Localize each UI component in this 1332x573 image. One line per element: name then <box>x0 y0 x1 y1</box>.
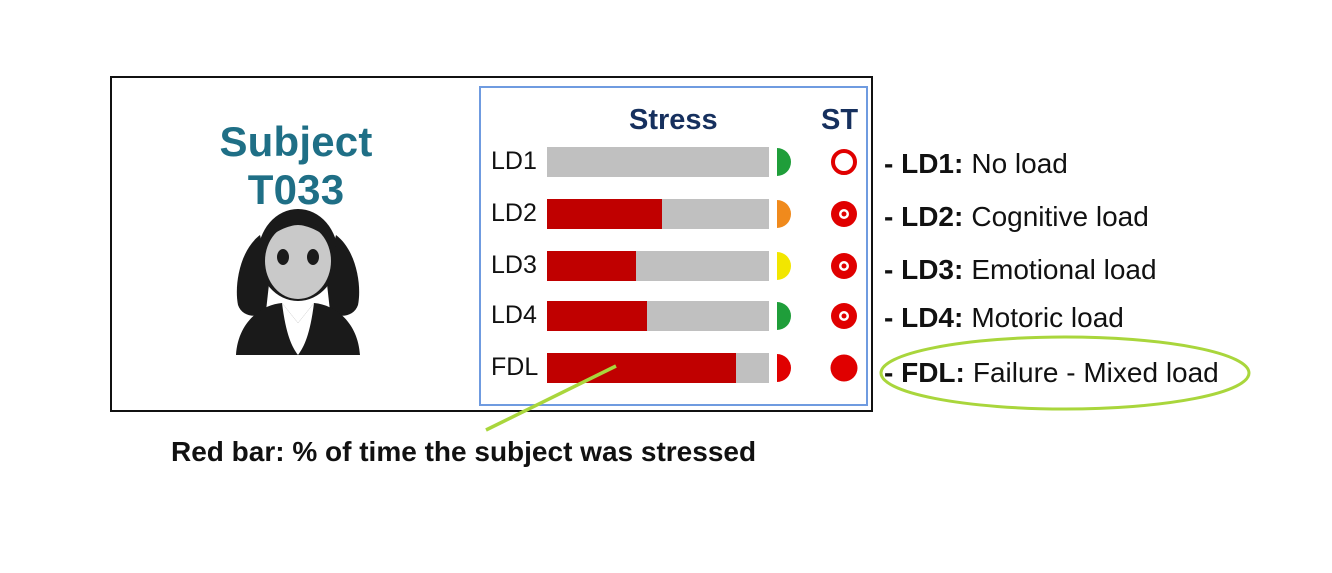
row-label: LD3 <box>491 251 537 279</box>
stress-row-ld4: LD4 <box>481 298 866 332</box>
legend-prefix: - <box>884 357 902 388</box>
legend-item-fdl: - FDL: Failure - Mixed load <box>884 357 1219 389</box>
stress-bar-track <box>547 301 769 331</box>
st-status-icon <box>831 149 857 175</box>
legend-prefix: - <box>884 148 902 179</box>
row-label: LD2 <box>491 199 537 227</box>
legend-key-label: LD4: <box>901 302 964 333</box>
subject-title: Subject T033 <box>219 118 373 213</box>
stress-bar-track <box>547 251 769 281</box>
st-status-icon <box>831 303 857 329</box>
legend-description: Motoric load <box>971 302 1124 333</box>
legend-key: - LD3: <box>884 254 963 285</box>
half-circle-indicator-icon <box>777 148 791 176</box>
legend-description: No load <box>971 148 1068 179</box>
stress-bar-fill <box>547 301 647 331</box>
legend-prefix: - <box>884 201 902 232</box>
stress-bar-track <box>547 147 769 177</box>
stress-panel: Stress ST LD1 LD2 LD3 LD4 FDL <box>479 86 868 406</box>
legend-prefix: - <box>884 254 902 285</box>
row-label: LD1 <box>491 147 537 175</box>
row-label: LD4 <box>491 301 537 329</box>
red-bar-caption: Red bar: % of time the subject was stres… <box>171 436 757 467</box>
stress-column-header: Stress <box>629 104 718 136</box>
stress-bar-fill <box>547 251 636 281</box>
legend-key: - FDL: <box>884 357 965 388</box>
row-label: FDL <box>491 353 539 381</box>
stress-bar-track <box>547 199 769 229</box>
legend-prefix: - <box>884 302 902 333</box>
load-legend: - LD1: No load - LD2: Cognitive load - LD3: E… <box>884 0 1324 420</box>
half-circle-indicator-icon <box>777 354 791 382</box>
subject-avatar-icon <box>236 209 360 355</box>
legend-item-ld2: - LD2: Cognitive load <box>884 201 1149 233</box>
half-circle-indicator-icon <box>777 302 791 330</box>
legend-key-label: LD1: <box>901 148 964 179</box>
legend-key: - LD2: <box>884 201 963 232</box>
st-status-icon <box>831 253 857 279</box>
legend-key-label: LD3: <box>901 254 964 285</box>
legend-description: Cognitive load <box>971 201 1149 232</box>
stress-bar-track <box>547 353 769 383</box>
stress-bar-fill <box>547 199 663 229</box>
legend-description: Failure - Mixed load <box>972 357 1219 388</box>
stress-row-ld3: LD3 <box>481 248 866 282</box>
half-circle-indicator-icon <box>777 200 791 228</box>
legend-description: Emotional load <box>971 254 1157 285</box>
legend-item-ld1: - LD1: No load <box>884 148 1068 180</box>
legend-item-ld4: - LD4: Motoric load <box>884 302 1124 334</box>
legend-key-label: FDL: <box>901 357 965 388</box>
stress-row-ld1: LD1 <box>481 144 866 178</box>
legend-key: - LD4: <box>884 302 963 333</box>
fdl-highlight-ellipse <box>879 335 1251 411</box>
legend-key: - LD1: <box>884 148 963 179</box>
legend-key-label: LD2: <box>901 201 964 232</box>
stress-row-fdl: FDL <box>481 350 866 384</box>
legend-item-ld3: - LD3: Emotional load <box>884 254 1157 286</box>
stress-bar-fill <box>547 353 736 383</box>
half-circle-indicator-icon <box>777 252 791 280</box>
stress-row-ld2: LD2 <box>481 196 866 230</box>
st-column-header: ST <box>821 104 859 136</box>
st-status-icon <box>830 354 858 382</box>
subject-card: Subject T033 Stress ST LD1 LD2 LD3 LD4 FDL <box>110 76 873 412</box>
st-status-icon <box>831 201 857 227</box>
